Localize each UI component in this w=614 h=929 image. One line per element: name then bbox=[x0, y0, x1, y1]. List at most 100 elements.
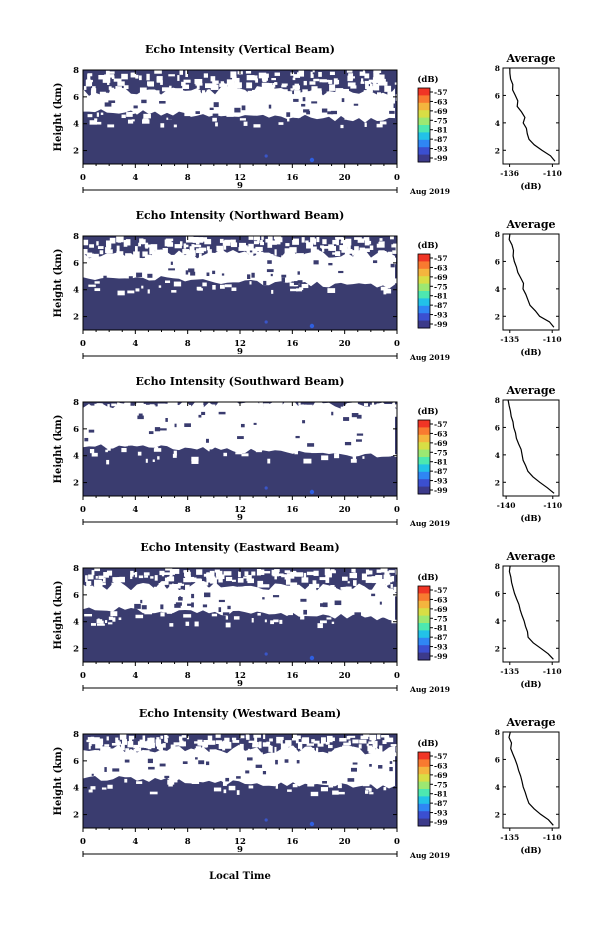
gap-echo bbox=[275, 759, 278, 765]
upper-dropout bbox=[170, 744, 176, 751]
upper-dropout bbox=[281, 749, 285, 755]
upper-dropout bbox=[174, 412, 178, 417]
upper-dropout bbox=[169, 584, 177, 590]
colorbar-segment bbox=[418, 427, 430, 436]
lower-dropout bbox=[249, 281, 252, 285]
gap-echo bbox=[311, 101, 318, 104]
upper-dropout bbox=[258, 250, 262, 257]
colorbar-segment bbox=[418, 442, 430, 451]
upper-dropout bbox=[288, 98, 295, 101]
upper-dropout bbox=[302, 89, 308, 94]
colorbar-segment bbox=[418, 305, 430, 314]
upper-dropout bbox=[312, 405, 318, 409]
heatmap-title: Echo Intensity (Northward Beam) bbox=[136, 209, 345, 222]
gap-echo bbox=[389, 761, 393, 764]
lower-dropout bbox=[365, 790, 369, 794]
upper-dropout bbox=[216, 758, 220, 766]
gap-echo bbox=[302, 97, 306, 102]
upper-dropout bbox=[132, 256, 140, 263]
upper-dropout bbox=[385, 588, 394, 593]
upper-dropout bbox=[106, 736, 109, 741]
y-tick-label: 2 bbox=[73, 811, 79, 821]
upper-dropout bbox=[321, 246, 329, 249]
gap-echo bbox=[112, 768, 120, 772]
upper-dropout bbox=[168, 74, 175, 77]
lower-dropout bbox=[166, 610, 173, 614]
profile-y-tick-label: 6 bbox=[495, 257, 500, 266]
upper-dropout bbox=[206, 587, 213, 593]
upper-dropout bbox=[229, 84, 238, 92]
upper-dropout bbox=[85, 412, 89, 419]
gap-echo bbox=[182, 761, 188, 765]
upper-dropout bbox=[126, 406, 130, 411]
upper-dropout bbox=[315, 413, 319, 419]
upper-dropout bbox=[295, 735, 301, 740]
colorbar-frame bbox=[417, 419, 431, 495]
upper-dropout bbox=[193, 99, 198, 103]
upper-dropout bbox=[98, 575, 104, 580]
colorbar-segment bbox=[418, 766, 430, 775]
upper-dropout bbox=[379, 238, 383, 241]
upper-dropout bbox=[363, 261, 366, 266]
upper-dropout bbox=[330, 408, 333, 412]
gap-echo bbox=[354, 612, 361, 617]
lower-dropout bbox=[91, 452, 98, 457]
day-label: 9 bbox=[237, 347, 243, 357]
upper-dropout bbox=[267, 404, 271, 411]
gap-echo bbox=[268, 104, 272, 109]
upper-dropout bbox=[231, 579, 236, 582]
strong-echo-point bbox=[309, 323, 315, 329]
lower-dropout bbox=[287, 446, 294, 451]
upper-dropout bbox=[206, 411, 213, 417]
upper-dropout bbox=[233, 259, 237, 263]
colorbar-segment bbox=[418, 818, 430, 827]
upper-dropout bbox=[321, 246, 325, 252]
upper-dropout bbox=[103, 595, 109, 603]
lower-dropout bbox=[173, 281, 182, 287]
x-tick-label: 20 bbox=[339, 505, 351, 515]
upper-dropout bbox=[274, 237, 283, 243]
upper-dropout bbox=[276, 736, 284, 741]
upper-dropout bbox=[262, 584, 270, 588]
upper-dropout bbox=[239, 735, 245, 739]
x-tick-label: 12 bbox=[234, 505, 246, 515]
upper-dropout bbox=[95, 743, 103, 749]
colorbar-segment bbox=[418, 117, 430, 126]
gap-echo bbox=[389, 110, 395, 114]
x-tick-label: 12 bbox=[234, 173, 246, 183]
y-axis-label: Height (km) bbox=[53, 581, 64, 650]
upper-dropout bbox=[212, 80, 219, 84]
lower-dropout bbox=[108, 622, 113, 625]
lower-dropout bbox=[127, 290, 135, 294]
upper-dropout bbox=[313, 740, 320, 744]
upper-dropout bbox=[326, 403, 330, 407]
upper-dropout bbox=[194, 409, 197, 417]
lower-dropout bbox=[253, 124, 261, 128]
upper-dropout bbox=[220, 92, 225, 98]
lower-dropout bbox=[383, 787, 387, 791]
gap-echo bbox=[185, 270, 189, 275]
upper-dropout bbox=[102, 748, 108, 755]
upper-dropout bbox=[87, 737, 92, 743]
colorbar-segment bbox=[418, 471, 430, 480]
lower-dropout bbox=[94, 118, 98, 121]
upper-dropout bbox=[390, 257, 393, 264]
upper-dropout bbox=[292, 238, 299, 245]
profile-frame bbox=[502, 399, 560, 497]
profile-y-tick-label: 2 bbox=[495, 146, 500, 155]
upper-dropout bbox=[178, 736, 183, 741]
upper-dropout bbox=[376, 569, 382, 573]
lower-dropout bbox=[149, 791, 158, 795]
upper-dropout bbox=[87, 74, 91, 80]
profile-x-tick-label: -135 bbox=[500, 335, 519, 344]
upper-dropout bbox=[368, 262, 374, 268]
lower-dropout bbox=[184, 112, 190, 117]
upper-dropout bbox=[150, 244, 158, 251]
colorbar-tick-label: -69 bbox=[434, 605, 448, 614]
upper-dropout bbox=[120, 593, 124, 601]
profile-y-tick-label: 8 bbox=[495, 396, 500, 405]
lower-dropout bbox=[225, 616, 229, 620]
upper-dropout bbox=[185, 575, 191, 581]
gap-echo bbox=[350, 767, 357, 772]
lower-dropout bbox=[349, 112, 357, 118]
